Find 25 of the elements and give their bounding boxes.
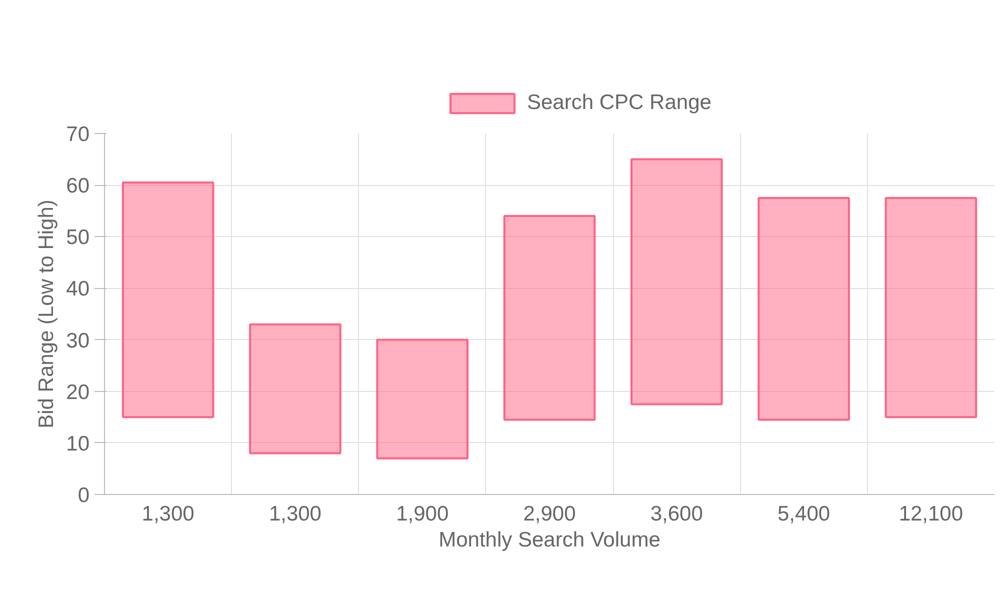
bar — [249, 323, 342, 454]
y-tick-label: 30 — [66, 329, 90, 352]
x-axis-title: Monthly Search Volume — [438, 528, 660, 552]
legend-label: Search CPC Range — [527, 91, 712, 115]
y-tick-label: 40 — [66, 278, 90, 301]
y-tick-label: 50 — [66, 226, 90, 250]
bar — [884, 196, 978, 418]
y-axis-title: Bid Range (Low to High) — [35, 200, 58, 428]
bar — [503, 215, 596, 421]
x-tick-label: 1,900 — [396, 502, 449, 526]
bar — [122, 181, 214, 418]
bar — [630, 158, 723, 406]
x-tick-label: 12,100 — [898, 502, 964, 526]
x-tick-label: 1,300 — [142, 502, 194, 526]
y-tick-label: 20 — [66, 380, 90, 404]
x-tick-label: 1,300 — [268, 502, 322, 526]
x-tick-label: 5,400 — [778, 502, 830, 526]
bar — [376, 338, 468, 460]
y-tick-label: 0 — [78, 484, 90, 507]
x-tick-label: 3,600 — [650, 502, 703, 526]
x-tick-label: 2,900 — [523, 502, 576, 526]
bar — [758, 196, 850, 421]
y-tick-label: 60 — [66, 174, 90, 198]
y-tick-label: 70 — [66, 123, 90, 146]
y-tick-label: 10 — [66, 432, 90, 456]
